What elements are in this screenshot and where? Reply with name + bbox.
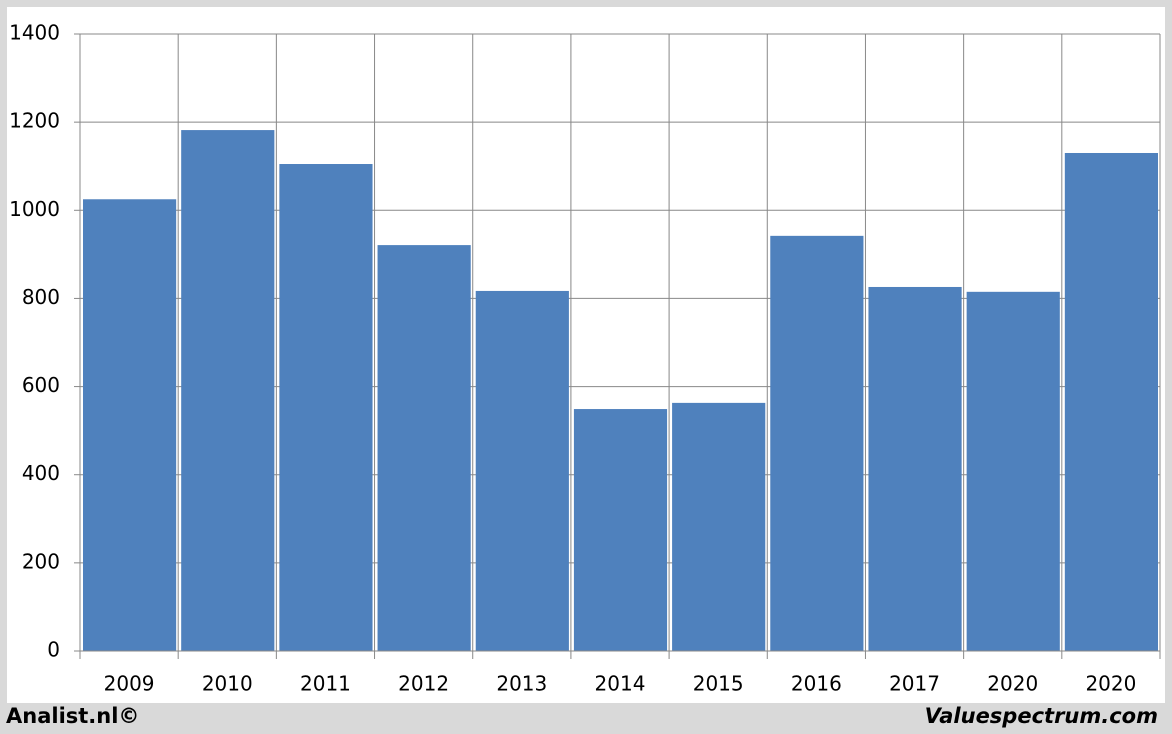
x-tick-label: 2015 — [693, 672, 744, 696]
x-tick-label: 2012 — [398, 672, 449, 696]
x-tick-label: 2009 — [104, 672, 155, 696]
y-tick-label: 200 — [22, 549, 60, 573]
y-tick-label: 1400 — [9, 21, 60, 45]
y-tick-label: 1000 — [9, 197, 60, 221]
x-tick-label: 2016 — [791, 672, 842, 696]
y-tick-label: 1200 — [9, 109, 60, 133]
bar — [475, 290, 569, 651]
bar — [672, 402, 766, 651]
bar — [83, 199, 177, 651]
bar — [966, 291, 1060, 651]
bar — [868, 286, 962, 651]
bar — [573, 409, 668, 651]
y-tick-label: 800 — [22, 285, 60, 309]
y-tick-label: 600 — [22, 373, 60, 397]
footer-left: Analist.nl© — [6, 704, 139, 728]
x-tick-label: 2011 — [300, 672, 351, 696]
x-tick-label: 2020 — [1085, 672, 1136, 696]
bar — [181, 130, 275, 652]
bar — [377, 245, 471, 651]
footer-right: Valuespectrum.com — [925, 704, 1158, 728]
y-tick-label: 400 — [22, 461, 60, 485]
x-tick-label: 2014 — [595, 672, 646, 696]
x-tick-label: 2013 — [496, 672, 547, 696]
bar — [279, 164, 373, 651]
x-tick-label: 2010 — [202, 672, 253, 696]
x-tick-label: 2017 — [889, 672, 940, 696]
y-tick-label: 0 — [47, 638, 60, 662]
bar — [770, 235, 864, 651]
x-tick-label: 2020 — [987, 672, 1038, 696]
bar — [1064, 152, 1158, 651]
